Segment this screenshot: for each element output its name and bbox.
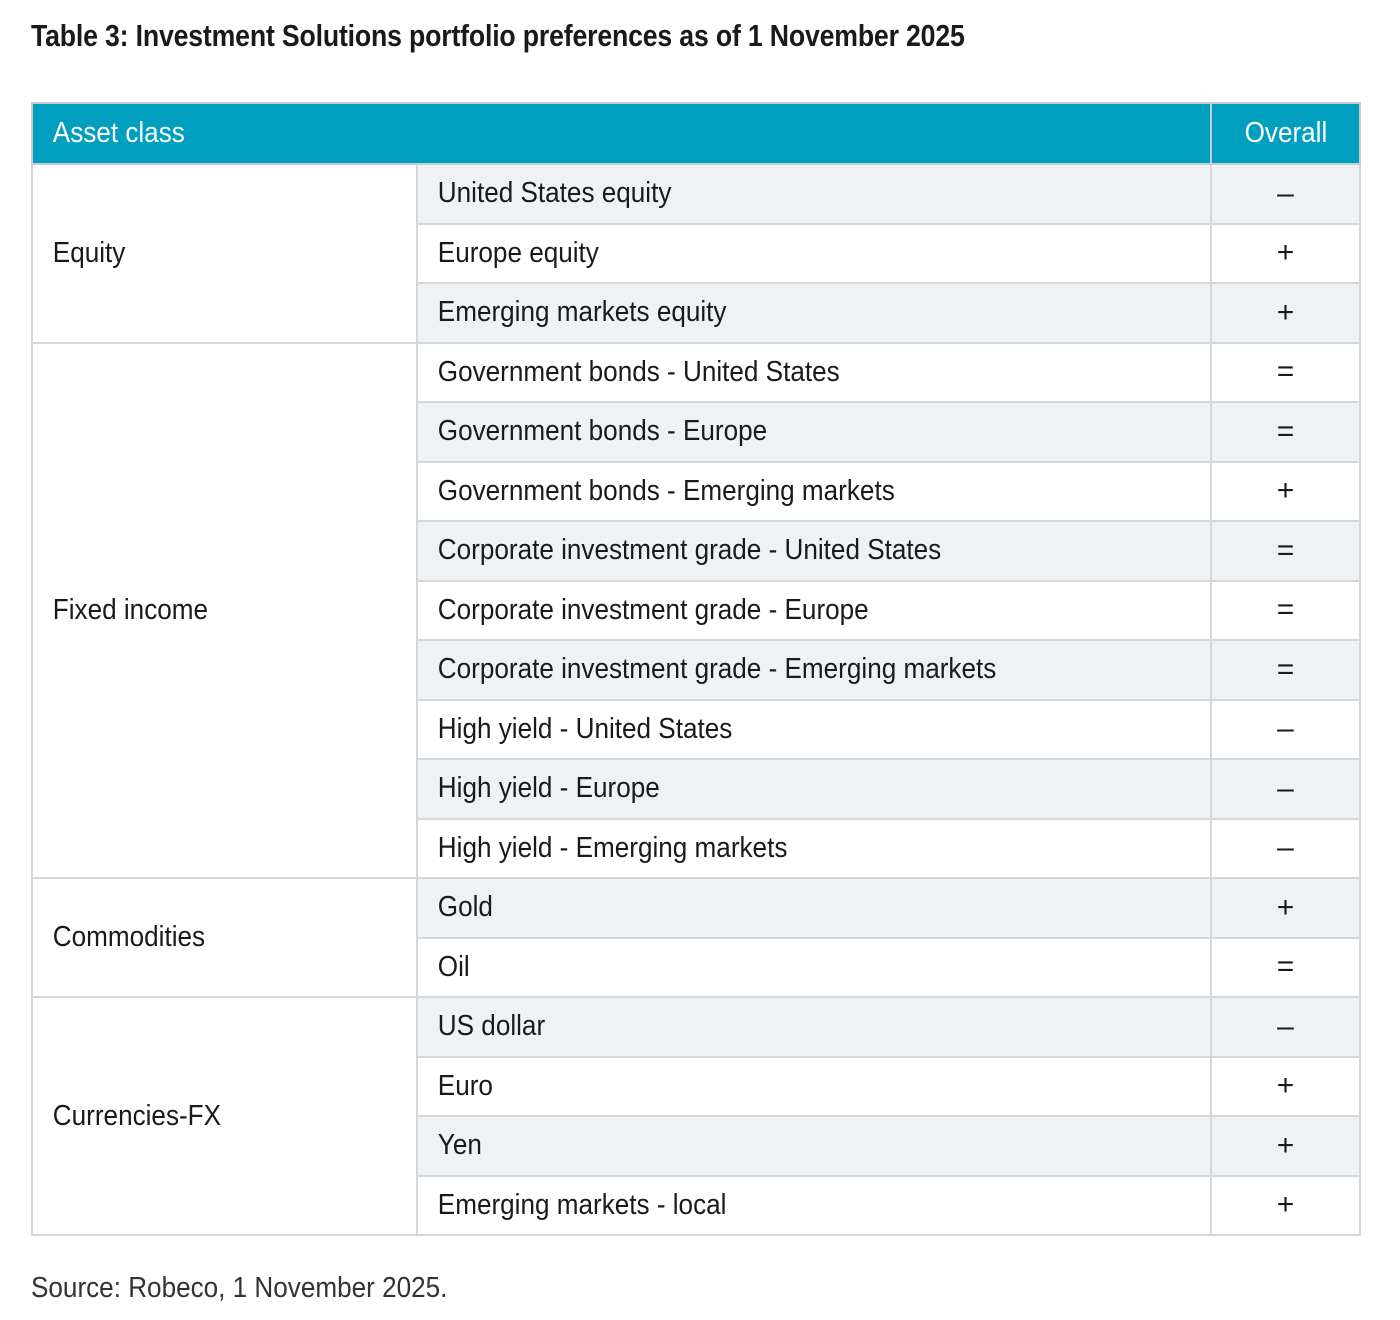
asset-name-cell: Emerging markets equity (415, 282, 1213, 344)
table-row: Equity United States equity – (31, 163, 1362, 344)
asset-name: Corporate investment grade - Europe (437, 593, 869, 626)
table-row: Fixed income Government bonds - United St… (31, 341, 1362, 879)
overall-value: = (1210, 936, 1362, 998)
table-row: Corporate investment grade - Europe = (32, 579, 1362, 641)
table-row: Emerging markets - local + (32, 1174, 1362, 1236)
asset-name: Yen (437, 1129, 482, 1162)
table-row: Oil = (32, 936, 1362, 998)
table-row: High yield - United States – (32, 698, 1362, 760)
asset-name-cell: Government bonds - Emerging markets (415, 460, 1213, 522)
table-title: Table 3: Investment Solutions portfolio … (31, 18, 965, 53)
asset-name: High yield - United States (437, 712, 733, 745)
table-row: Yen + (32, 1115, 1362, 1177)
overall-value: – (1210, 163, 1362, 225)
asset-class-cell: Equity (31, 163, 418, 344)
table-row: High yield - Emerging markets – (32, 817, 1362, 879)
asset-name: Government bonds - Emerging markets (437, 474, 895, 507)
table-row: Corporate investment grade - Emerging ma… (32, 639, 1362, 701)
asset-class-header: Asset class (30, 102, 1213, 165)
asset-name-cell: Europe equity (415, 222, 1213, 284)
asset-name: Gold (437, 891, 493, 924)
asset-class-label: Commodities (52, 921, 206, 953)
asset-class-label: Currencies-FX (52, 1099, 222, 1132)
asset-class-label: Equity (52, 236, 126, 269)
asset-name-cell: Government bonds - United States (415, 341, 1213, 403)
overall-value: – (1210, 698, 1362, 760)
asset-name: Government bonds - Europe (437, 415, 768, 448)
asset-name: Europe equity (437, 236, 599, 269)
overall-value: + (1210, 222, 1362, 284)
overall-value: – (1210, 817, 1362, 879)
asset-name-cell: Government bonds - Europe (415, 401, 1213, 463)
asset-name: High yield - Emerging markets (437, 831, 788, 864)
overall-value: – (1210, 996, 1362, 1058)
asset-name-cell: Gold (415, 877, 1213, 939)
overall-value: = (1210, 341, 1362, 403)
overall-value: = (1210, 520, 1362, 582)
table-row: Emerging markets equity + (32, 282, 1362, 344)
asset-name-cell: Oil (415, 936, 1213, 998)
asset-name-cell: Corporate investment grade - Emerging ma… (415, 639, 1213, 701)
asset-name: Emerging markets - local (437, 1188, 727, 1221)
overall-value: + (1210, 1115, 1362, 1177)
table-header-row: Asset class Overall (30, 102, 1362, 165)
table-row: Currencies-FX US dollar – (31, 996, 1362, 1236)
overall-value: + (1210, 460, 1362, 522)
table-row: Corporate investment grade - United Stat… (32, 520, 1362, 582)
asset-name-cell: High yield - United States (415, 698, 1213, 760)
asset-name: Corporate investment grade - United Stat… (437, 534, 942, 567)
asset-name-cell: United States equity (415, 163, 1213, 225)
asset-class-cell: Fixed income (31, 341, 418, 879)
asset-name: United States equity (437, 177, 672, 210)
asset-class-cell: Commodities (31, 877, 418, 998)
table-row: Euro + (32, 1055, 1362, 1117)
preferences-table: Asset class Overall Equity United States … (30, 102, 1362, 1236)
table-row: High yield - Europe – (32, 758, 1362, 820)
table-row: Government bonds - Europe = (32, 401, 1362, 463)
overall-value: = (1210, 579, 1362, 641)
asset-name-cell: High yield - Europe (415, 758, 1213, 820)
table-row: Europe equity + (32, 222, 1362, 284)
asset-name-cell: High yield - Emerging markets (415, 817, 1213, 879)
asset-name-cell: US dollar (415, 996, 1213, 1058)
asset-name-cell: Yen (415, 1115, 1213, 1177)
asset-class-cell: Currencies-FX (31, 996, 418, 1236)
overall-header: Overall (1210, 102, 1362, 165)
asset-name: Oil (437, 950, 470, 983)
asset-name-cell: Euro (415, 1055, 1213, 1117)
overall-value: = (1210, 639, 1362, 701)
overall-value: + (1210, 1055, 1362, 1117)
asset-name: Emerging markets equity (437, 296, 727, 329)
asset-name-cell: Corporate investment grade - Europe (415, 579, 1213, 641)
overall-value: = (1210, 401, 1362, 463)
asset-name: Corporate investment grade - Emerging ma… (437, 653, 997, 686)
overall-value: + (1210, 282, 1362, 344)
overall-value: + (1210, 1174, 1362, 1236)
asset-name: Government bonds - United States (437, 355, 840, 388)
table-row: Government bonds - Emerging markets + (32, 460, 1362, 522)
asset-name: High yield - Europe (437, 772, 660, 805)
overall-value: + (1210, 877, 1362, 939)
asset-class-label: Fixed income (52, 593, 209, 626)
asset-name-cell: Corporate investment grade - United Stat… (415, 520, 1213, 582)
asset-name-cell: Emerging markets - local (415, 1174, 1213, 1236)
table-row: Commodities Gold + (31, 877, 1362, 998)
asset-name: US dollar (437, 1010, 546, 1043)
table-body: Equity United States equity – Europe equity… (31, 163, 1362, 1236)
source-note: Source: Robeco, 1 November 2025. (31, 1272, 448, 1304)
asset-name: Euro (437, 1069, 493, 1102)
overall-value: – (1210, 758, 1362, 820)
